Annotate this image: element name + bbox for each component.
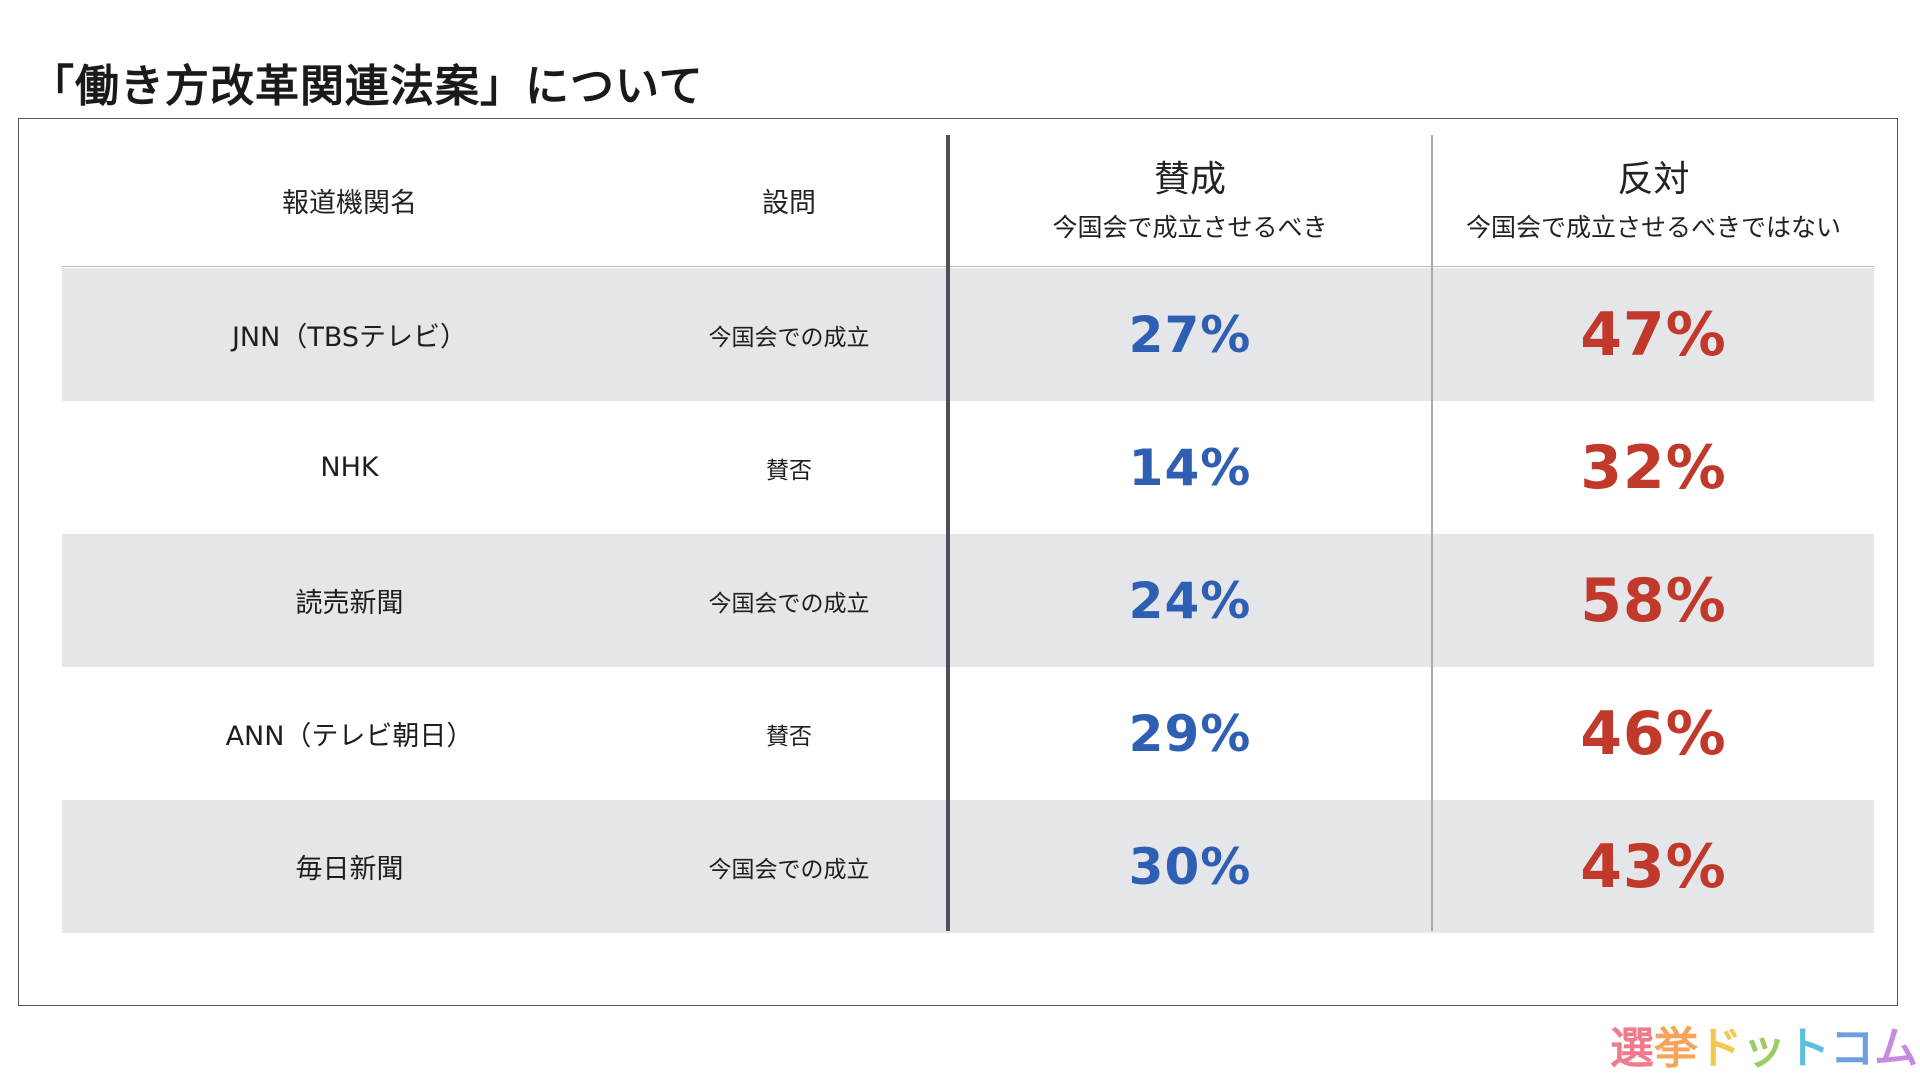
row-question: 今国会での成立 [708, 856, 870, 883]
row-media: NHK [320, 452, 379, 483]
header-question: 設問 [637, 135, 941, 266]
row-media: 読売新聞 [295, 588, 404, 619]
row-question: 賛否 [766, 457, 812, 484]
row-media: JNN（TBSテレビ） [231, 322, 468, 353]
row-support-value: 30% [1128, 837, 1252, 896]
table-header: 報道機関名 設問 賛成 今国会で成立させるべき 反対 今国会で成立させるべきでは… [62, 135, 1874, 267]
page-title: 「働き方改革関連法案」について [30, 61, 704, 112]
row-question: 賛否 [766, 723, 812, 750]
column-divider-main [946, 135, 950, 931]
row-question: 今国会での成立 [708, 324, 870, 351]
row-oppose-value: 58% [1580, 565, 1727, 636]
logo-char: 選 [1610, 1023, 1654, 1074]
row-oppose-value: 43% [1580, 831, 1727, 902]
table-row: ANN（テレビ朝日） 賛否 29% 46% [62, 667, 1874, 800]
row-support-value: 29% [1128, 704, 1252, 763]
header-oppose-label: 反対 [1617, 159, 1690, 200]
row-support-value: 24% [1128, 571, 1252, 630]
header-support: 賛成 今国会で成立させるべき [949, 135, 1431, 266]
row-oppose-value: 32% [1580, 432, 1727, 503]
row-oppose-value: 47% [1580, 299, 1727, 370]
row-media: 毎日新聞 [295, 854, 404, 885]
row-oppose-value: 46% [1580, 698, 1727, 769]
logo-char: ム [1874, 1023, 1918, 1074]
header-oppose: 反対 今国会で成立させるべきではない [1433, 135, 1874, 266]
logo-char: ッ [1742, 1023, 1786, 1074]
logo-char: 挙 [1654, 1023, 1698, 1074]
table-row: NHK 賛否 14% 32% [62, 401, 1874, 534]
table-row: JNN（TBSテレビ） 今国会での成立 27% 47% [62, 268, 1874, 401]
header-support-label: 賛成 [1153, 159, 1226, 200]
logo-char: ド [1698, 1023, 1742, 1074]
row-media: ANN（テレビ朝日） [225, 721, 474, 752]
header-support-sub: 今国会で成立させるべき [1052, 213, 1328, 242]
logo-char: コ [1830, 1023, 1874, 1074]
table-row: 読売新聞 今国会での成立 24% 58% [62, 534, 1874, 667]
table-row: 毎日新聞 今国会での成立 30% 43% [62, 800, 1874, 933]
row-question: 今国会での成立 [708, 590, 870, 617]
column-divider-secondary [1431, 135, 1433, 931]
row-support-value: 27% [1128, 305, 1252, 364]
senkyo-dotcom-logo: 選挙ドットコム [1610, 1018, 1918, 1074]
header-media-label: 報道機関名 [282, 188, 417, 219]
logo-char: ト [1786, 1023, 1830, 1074]
row-support-value: 14% [1128, 438, 1252, 497]
poll-table: 報道機関名 設問 賛成 今国会で成立させるべき 反対 今国会で成立させるべきでは… [62, 135, 1874, 933]
table-frame [18, 118, 1898, 1006]
header-question-label: 設問 [762, 188, 816, 219]
header-oppose-sub: 今国会で成立させるべきではない [1465, 213, 1841, 242]
header-media: 報道機関名 [62, 135, 637, 266]
